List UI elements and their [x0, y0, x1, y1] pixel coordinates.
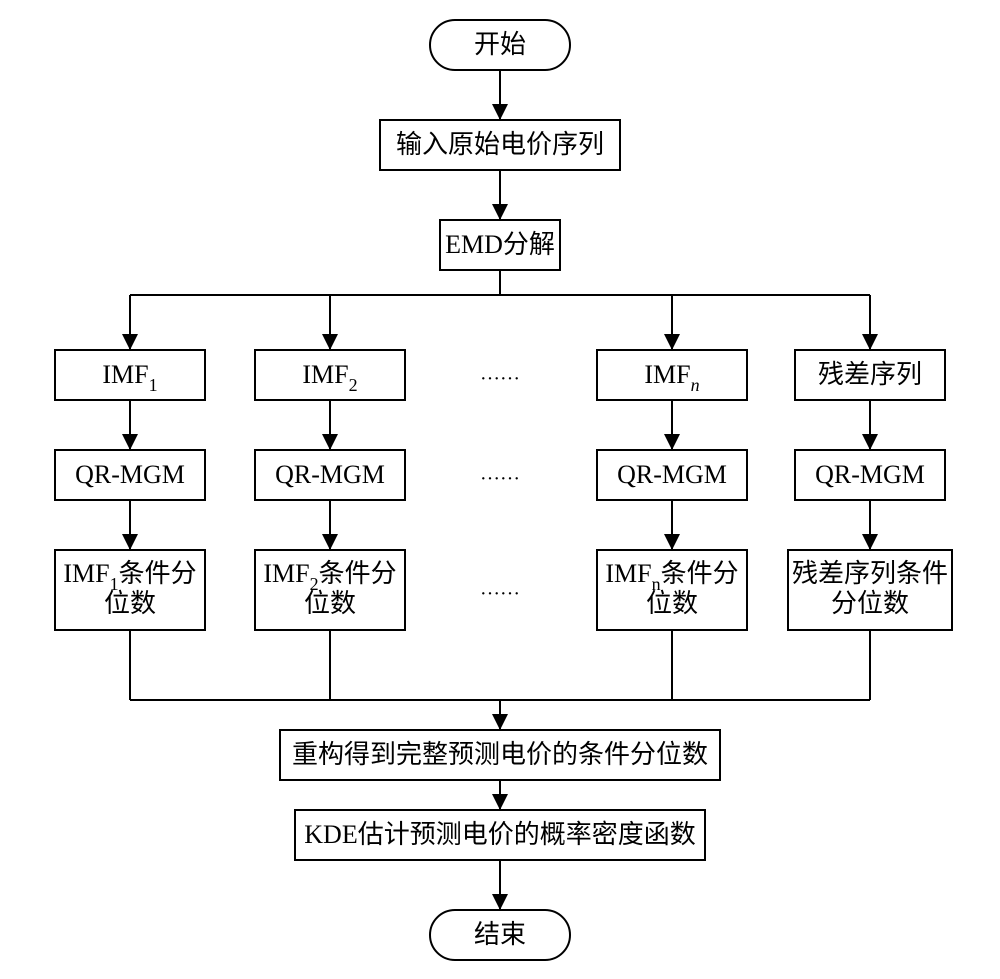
- flowchart: 开始结束输入原始电价序列EMD分解IMF1QR-MGMIMF1条件分位数IMF2…: [0, 0, 1000, 979]
- imf-label-3: 残差序列: [818, 360, 922, 389]
- ellipsis: ……: [480, 463, 520, 485]
- ellipsis: ……: [480, 363, 520, 385]
- start-label: 开始: [474, 30, 526, 59]
- end-label: 结束: [474, 920, 526, 949]
- reconstruct-label: 重构得到完整预测电价的条件分位数: [292, 740, 708, 769]
- ellipsis: ……: [480, 578, 520, 600]
- qr-label-1: QR-MGM: [275, 460, 385, 489]
- quantile-line1-3: 残差序列条件: [792, 559, 948, 588]
- qr-label-2: QR-MGM: [617, 460, 727, 489]
- qr-label-0: QR-MGM: [75, 460, 185, 489]
- input-label: 输入原始电价序列: [396, 130, 604, 159]
- quantile-line2-1: 位数: [304, 589, 356, 618]
- emd-label: EMD分解: [445, 230, 555, 259]
- qr-label-3: QR-MGM: [815, 460, 925, 489]
- quantile-line2-0: 位数: [104, 589, 156, 618]
- quantile-line2-2: 位数: [646, 589, 698, 618]
- quantile-line2-3: 分位数: [831, 589, 909, 618]
- kde-label: KDE估计预测电价的概率密度函数: [304, 820, 695, 849]
